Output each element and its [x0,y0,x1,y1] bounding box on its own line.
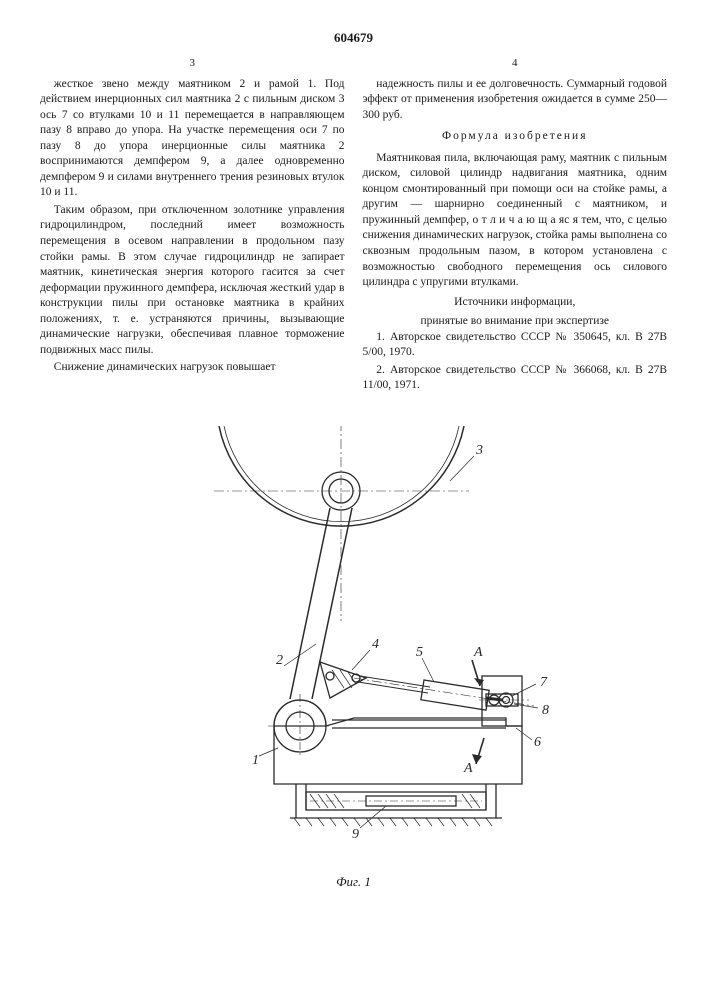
source-2: 2. Авторское свидетельство СССР № 366068… [363,363,668,394]
leader-1 [259,748,278,756]
section-mark-bottom [472,738,484,764]
leader-5 [422,658,434,682]
disc-outline [219,426,464,526]
right-para-1: надежность пилы и ее долговечность. Сумм… [363,77,668,124]
disc-inner-edge [224,426,459,522]
label-a-top: A [473,645,483,660]
left-para-3: Снижение динамических нагрузок повышает [40,360,345,376]
label-1: 1 [252,753,259,768]
label-2: 2 [276,653,283,668]
text-columns: 3 жесткое звено между маятником 2 и рамо… [40,56,667,396]
label-4: 4 [372,637,379,652]
label-3: 3 [475,443,483,458]
sources-subtitle: принятые во внимание при экспертизе [363,314,668,330]
frame-body [274,700,522,784]
label-5: 5 [416,645,423,660]
page-number-left: 3 [40,56,345,71]
document-number: 604679 [40,30,667,46]
figure-caption: Фиг. 1 [40,874,667,890]
pendulum-arm-left [290,508,330,699]
leader-7 [512,684,536,696]
sources-title: Источники информации, [363,295,668,311]
leader-6 [516,728,532,740]
left-column: 3 жесткое звено между маятником 2 и рамо… [40,56,345,396]
page: 604679 3 жесткое звено между маятником 2… [0,0,707,930]
damper-group [290,784,502,826]
leader-9 [360,806,386,828]
section-mark-top [472,660,484,686]
label-9: 9 [352,827,359,842]
page-number-right: 4 [363,56,668,71]
left-para-1: жесткое звено между маятником 2 и рамой … [40,77,345,201]
figure-svg: 1 2 3 4 5 6 7 8 9 A A [134,426,574,866]
label-8: 8 [542,703,549,718]
bracket-pin-left [326,672,334,680]
leader-4 [352,650,370,670]
label-6: 6 [534,735,541,750]
piston-rod [486,698,502,700]
leader-3 [450,456,474,481]
label-7: 7 [540,675,548,690]
label-a-bottom: A [463,761,473,776]
formula-title: Формула изобретения [363,129,668,145]
left-para-2: Таким образом, при отключенном золотнике… [40,203,345,358]
figure-1: 1 2 3 4 5 6 7 8 9 A A Фиг. 1 [40,426,667,890]
right-para-2: Маятниковая пила, включающая раму, маятн… [363,151,668,291]
source-1: 1. Авторское свидетельство СССР № 350645… [363,330,668,361]
leader-2 [284,644,316,666]
right-column: 4 надежность пилы и ее долговечность. Су… [363,56,668,396]
